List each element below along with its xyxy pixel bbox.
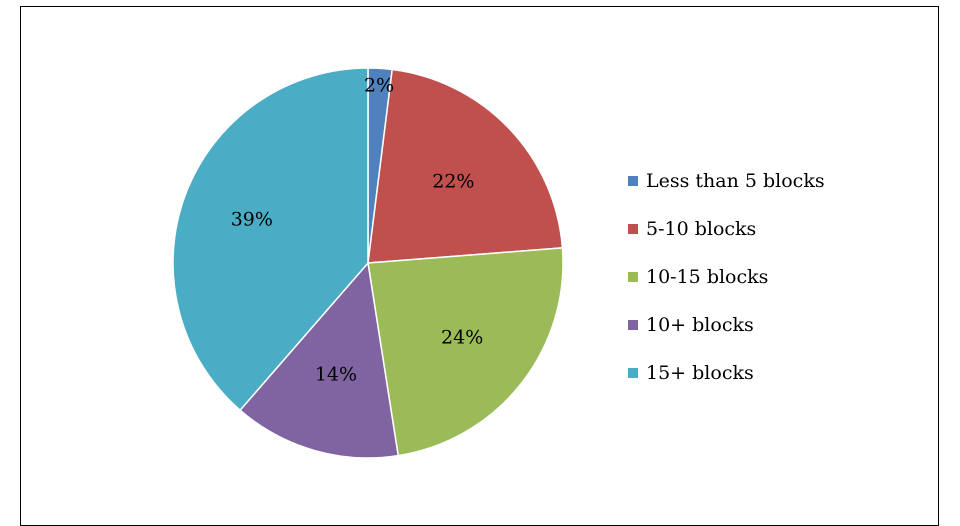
legend-item: 10-15 blocks [628,253,825,301]
slice-data-label: 24% [441,326,483,348]
legend-swatch [628,320,638,330]
slice-data-label: 22% [432,171,474,193]
legend-swatch [628,224,638,234]
pie-slices [172,67,564,459]
pie-slice [367,247,564,457]
legend-label: 5-10 blocks [646,218,757,240]
legend: Less than 5 blocks 5-10 blocks 10-15 blo… [628,157,825,397]
legend-swatch [628,176,638,186]
legend-item: Less than 5 blocks [628,157,825,205]
slice-data-label: 39% [231,209,273,231]
pie-slice [239,261,400,459]
legend-swatch [628,272,638,282]
pie-slice [367,68,564,264]
legend-label: 10-15 blocks [646,266,769,288]
legend-item: 15+ blocks [628,349,825,397]
slice-data-label: 2% [364,74,394,96]
legend-swatch [628,368,638,378]
slice-data-label: 14% [315,363,357,385]
legend-item: 5-10 blocks [628,205,825,253]
pie-data-labels: 2% 22% 24% 14% 39% [231,74,484,385]
legend-item: 10+ blocks [628,301,825,349]
legend-label: 15+ blocks [646,362,754,384]
pie-slice [172,67,369,412]
legend-label: 10+ blocks [646,314,754,336]
legend-label: Less than 5 blocks [646,170,825,192]
